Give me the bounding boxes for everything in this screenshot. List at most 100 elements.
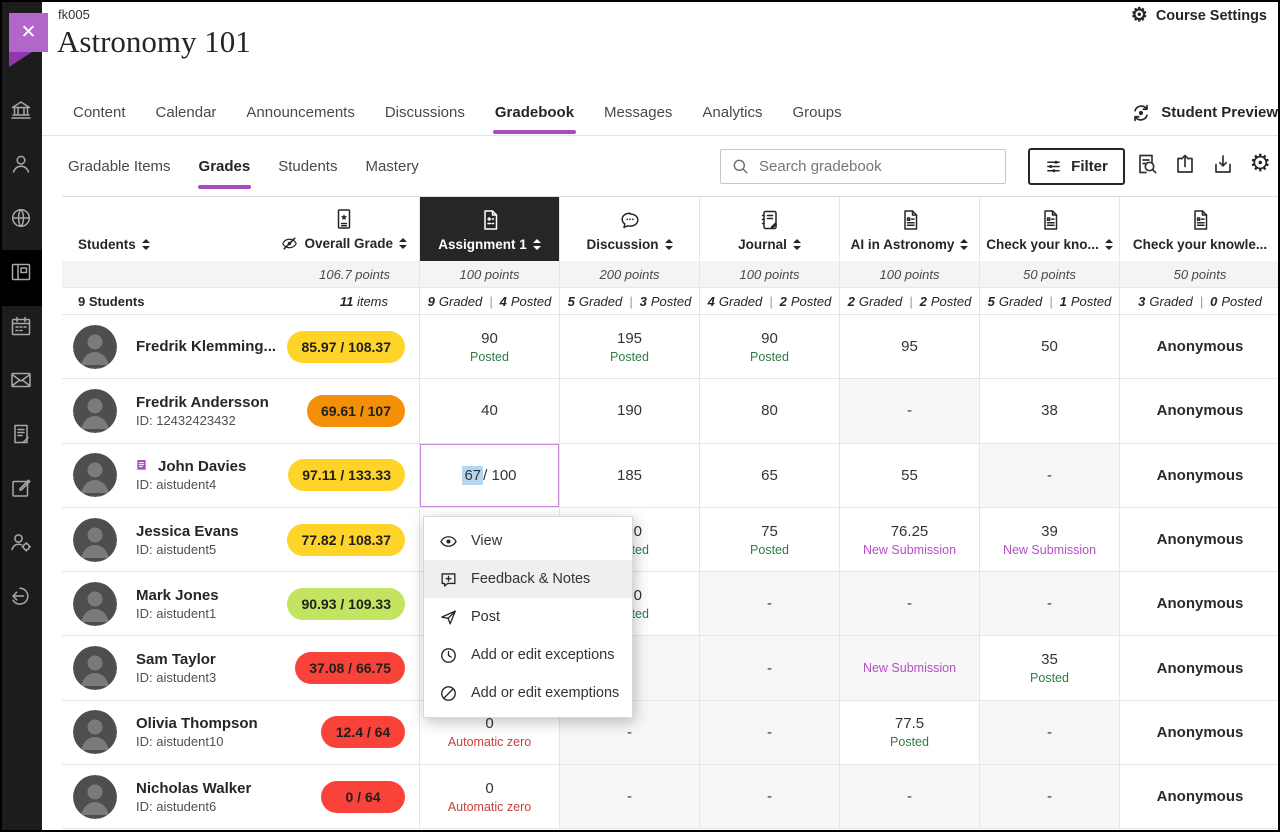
grade-cell[interactable]: 185 (560, 443, 700, 508)
empty-grade-cell[interactable]: - (840, 765, 980, 830)
sidebar-item-messages[interactable] (9, 367, 33, 393)
student-info[interactable]: Sam Taylor ID: aistudent3 (136, 651, 216, 685)
grade-cell[interactable]: 77.5 Posted (840, 700, 980, 766)
student-cell[interactable]: Olivia Thompson ID: aistudent10 12.4 / 64 (62, 700, 420, 766)
menu-item-view[interactable]: View (424, 522, 632, 560)
settings-gear-button[interactable]: ⚙ (1249, 152, 1271, 176)
student-cell[interactable]: Nicholas Walker ID: aistudent6 0 / 64 (62, 765, 420, 830)
empty-grade-cell[interactable]: - (980, 765, 1120, 830)
overall-grade-pill[interactable]: 85.97 / 108.37 (287, 330, 405, 363)
grade-cell[interactable]: 80 (700, 379, 840, 444)
student-info[interactable]: Olivia Thompson ID: aistudent10 (136, 715, 258, 749)
overall-grade-header[interactable]: Overall Grade (281, 207, 407, 252)
sidebar-item-marking[interactable] (9, 475, 33, 501)
menu-item-post[interactable]: Post (424, 598, 632, 636)
subtab-gradable-items[interactable]: Gradable Items (68, 157, 171, 175)
empty-grade-cell[interactable]: - (840, 379, 980, 444)
overall-grade-pill[interactable]: 12.4 / 64 (321, 716, 405, 749)
grade-cell[interactable]: 39 New Submission (980, 507, 1120, 573)
sidebar-item-sign-out[interactable] (9, 583, 33, 609)
empty-grade-cell[interactable]: - (700, 572, 840, 637)
student-cell[interactable]: Fredrik Klemming... 85.97 / 108.37 (62, 315, 420, 380)
anonymous-cell[interactable]: Anonymous (1120, 379, 1280, 444)
upload-button[interactable] (1173, 152, 1197, 176)
column-header-discussion[interactable]: Discussion (560, 197, 700, 261)
anonymous-cell[interactable]: Anonymous (1120, 315, 1280, 380)
student-cell[interactable]: Jessica Evans ID: aistudent5 77.82 / 108.3… (62, 507, 420, 573)
grade-cell[interactable]: 76.25 New Submission (840, 507, 980, 573)
overall-grade-pill[interactable]: 69.61 / 107 (306, 394, 405, 427)
student-info[interactable]: Jessica Evans ID: aistudent5 (136, 523, 239, 557)
search-input[interactable] (759, 158, 995, 175)
grade-cell[interactable]: 90 Posted (420, 315, 560, 380)
anonymous-cell[interactable]: Anonymous (1120, 700, 1280, 766)
search-gradebook-box[interactable] (720, 149, 1006, 184)
download-button[interactable] (1211, 152, 1235, 176)
grade-cell[interactable]: 35 Posted (980, 636, 1120, 701)
tab-groups[interactable]: Groups (792, 104, 842, 121)
report-search-button[interactable] (1135, 152, 1159, 176)
subtab-grades[interactable]: Grades (185, 136, 265, 196)
grade-edit-input[interactable]: 67 / 100 (420, 443, 559, 507)
student-cell[interactable]: Mark Jones ID: aistudent1 90.93 / 109.33 (62, 572, 420, 637)
student-preview-button[interactable]: Student Preview (1130, 90, 1280, 135)
sidebar-item-globe[interactable] (9, 205, 33, 231)
empty-grade-cell[interactable]: - (980, 572, 1120, 637)
student-cell[interactable]: Fredrik Andersson ID: 12432423432 69.61 / … (62, 379, 420, 444)
grade-cell[interactable]: 65 (700, 443, 840, 508)
menu-item-feedback-notes[interactable]: Feedback & Notes (424, 560, 632, 598)
grade-cell[interactable]: 90 Posted (700, 315, 840, 380)
sidebar-item-calendar[interactable] (9, 313, 33, 339)
tab-messages[interactable]: Messages (604, 104, 673, 121)
sidebar-item-courses[interactable] (9, 259, 33, 285)
student-info[interactable]: Nicholas Walker ID: aistudent6 (136, 780, 251, 814)
grade-cell[interactable]: 38 (980, 379, 1120, 444)
grade-cell[interactable]: 195 Posted (560, 315, 700, 380)
student-cell[interactable]: Sam Taylor ID: aistudent3 37.08 / 66.75 (62, 636, 420, 701)
anonymous-cell[interactable]: Anonymous (1120, 636, 1280, 701)
students-overall-header[interactable]: Students Overall Grade (62, 197, 420, 261)
sidebar-item-profile[interactable] (9, 151, 33, 177)
overall-grade-pill[interactable]: 90.93 / 109.33 (287, 587, 405, 620)
column-header-check-your-kno-[interactable]: Check your kno... (980, 197, 1120, 261)
status-only-cell[interactable]: New Submission (840, 636, 980, 701)
student-info[interactable]: Fredrik Klemming... (136, 338, 276, 355)
overall-grade-pill[interactable]: 37.08 / 66.75 (295, 652, 405, 685)
anonymous-cell[interactable]: Anonymous (1120, 572, 1280, 637)
close-course-ribbon[interactable]: ✕ (9, 13, 48, 67)
anonymous-cell[interactable]: Anonymous (1120, 443, 1280, 508)
empty-grade-cell[interactable]: - (700, 700, 840, 766)
column-header-check-your-knowle-[interactable]: Check your knowle... (1120, 197, 1280, 261)
sidebar-item-institution[interactable] (9, 97, 33, 123)
tab-announcements[interactable]: Announcements (246, 104, 355, 121)
student-info[interactable]: John Davies ID: aistudent4 (136, 458, 246, 492)
empty-grade-cell[interactable]: - (980, 700, 1120, 766)
column-header-journal[interactable]: Journal (700, 197, 840, 261)
overall-grade-pill[interactable]: 77.82 / 108.37 (287, 523, 405, 556)
tab-gradebook[interactable]: Gradebook (480, 90, 589, 135)
empty-grade-cell[interactable]: - (560, 765, 700, 830)
subtab-mastery[interactable]: Mastery (365, 157, 419, 175)
grade-cell[interactable]: 55 (840, 443, 980, 508)
filter-button[interactable]: Filter (1028, 148, 1125, 185)
grade-cell-editing[interactable]: 67 / 100 (420, 443, 560, 508)
students-sort-header[interactable]: Students (78, 237, 150, 252)
tab-calendar[interactable]: Calendar (155, 104, 217, 121)
grade-cell[interactable]: 40 (420, 379, 560, 444)
tab-analytics[interactable]: Analytics (702, 104, 763, 121)
empty-grade-cell[interactable]: - (700, 636, 840, 701)
menu-item-add-or-edit-exemptions[interactable]: Add or edit exemptions (424, 674, 632, 712)
tab-content[interactable]: Content (73, 104, 126, 121)
course-settings-button[interactable]: ⚙ Course Settings (1131, 6, 1267, 25)
grade-cell[interactable]: 95 (840, 315, 980, 380)
subtab-students[interactable]: Students (278, 157, 338, 175)
column-header-ai-in-astronomy[interactable]: AI in Astronomy (840, 197, 980, 261)
overall-grade-pill[interactable]: 97.11 / 133.33 (288, 459, 405, 492)
empty-grade-cell[interactable]: - (980, 443, 1120, 508)
sidebar-item-grades[interactable] (9, 421, 33, 447)
grade-cell[interactable]: 75 Posted (700, 507, 840, 573)
grade-cell[interactable]: 0 Automatic zero (420, 765, 560, 830)
overall-grade-pill[interactable]: 0 / 64 (321, 780, 405, 813)
anonymous-cell[interactable]: Anonymous (1120, 507, 1280, 573)
sidebar-item-admin[interactable] (9, 529, 33, 555)
